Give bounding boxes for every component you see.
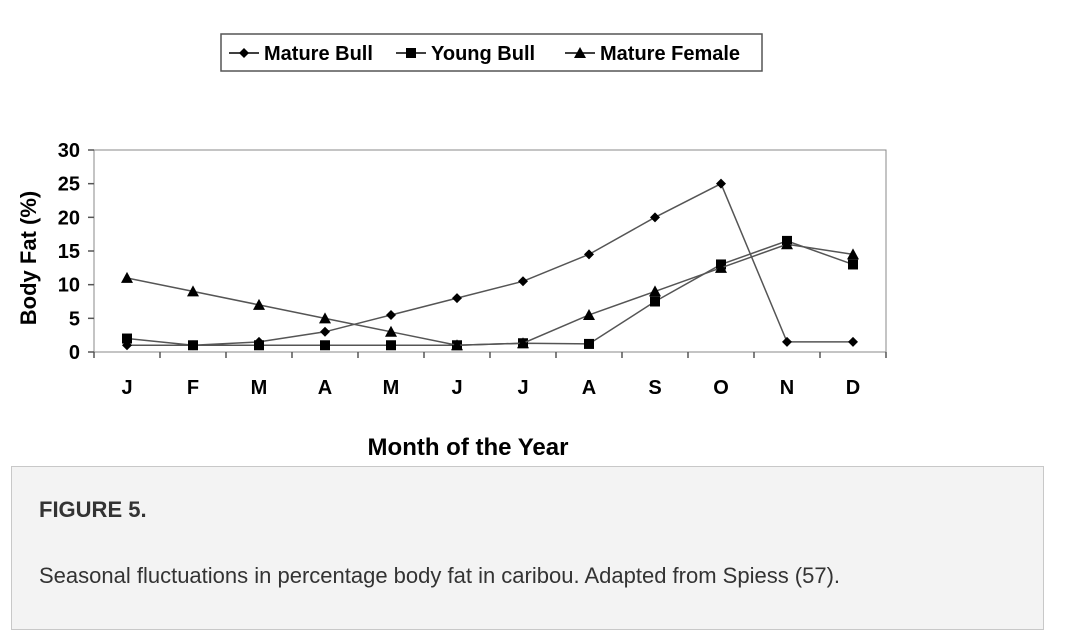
x-tick-label: J	[451, 377, 462, 399]
data-point-mature-female	[781, 238, 793, 250]
legend-label: Young Bull	[431, 43, 535, 65]
data-point-mature-female	[649, 285, 661, 297]
y-tick-label: 0	[69, 342, 80, 364]
data-point-mature-female	[187, 285, 199, 297]
y-tick-label: 30	[58, 140, 80, 162]
series-mature-female	[121, 238, 859, 351]
x-tick-label: M	[251, 377, 268, 399]
legend-box	[220, 33, 763, 72]
series-mature-bull	[122, 178, 858, 351]
x-tick-label: J	[517, 377, 528, 399]
data-point-mature-female	[319, 312, 331, 324]
x-tick-label: N	[780, 377, 794, 399]
legend-label: Mature Female	[600, 43, 740, 65]
y-axis-label: Body Fat (%)	[16, 191, 41, 325]
chart: Mature Bull Young Bull Mature Female 0 5 10 1…	[16, 33, 887, 461]
data-point-mature-bull	[386, 309, 396, 320]
legend-marker-mature-bull	[239, 48, 249, 58]
x-tick-label: A	[582, 377, 596, 399]
legend-marker-young-bull	[406, 48, 416, 58]
data-point-mature-bull	[518, 276, 528, 287]
data-point-mature-bull	[650, 212, 660, 223]
x-tick-label: A	[318, 377, 332, 399]
data-point-mature-female	[385, 325, 397, 337]
legend: Mature Bull Young Bull Mature Female	[220, 33, 763, 72]
y-tick-label: 20	[58, 207, 80, 229]
x-tick-label: J	[121, 377, 132, 399]
data-point-mature-bull	[782, 336, 792, 347]
y-tick-label: 5	[69, 308, 80, 330]
data-point-mature-female	[253, 298, 265, 310]
y-axis: 0 5 10 15 20 25 30	[58, 140, 94, 364]
data-point-mature-bull	[320, 326, 330, 337]
data-point-young-bull	[188, 340, 198, 351]
data-point-mature-bull	[848, 336, 858, 347]
data-point-young-bull	[122, 333, 132, 344]
series-line-mature-bull	[127, 182, 853, 347]
x-tick-label: D	[846, 377, 860, 399]
data-point-young-bull	[584, 338, 594, 349]
data-point-young-bull	[386, 340, 396, 351]
legend-item-mature-bull: Mature Bull	[229, 43, 373, 65]
data-point-young-bull	[848, 259, 858, 270]
legend-marker-mature-female	[574, 47, 586, 58]
x-tick-label: F	[187, 377, 199, 399]
data-point-mature-female	[121, 271, 133, 283]
x-tick-label: O	[713, 377, 729, 399]
x-tick-label: S	[648, 377, 661, 399]
data-point-mature-bull	[584, 249, 594, 260]
y-tick-label: 15	[58, 241, 80, 263]
data-point-mature-female	[517, 337, 529, 349]
x-axis-label: Month of the Year	[368, 434, 569, 461]
data-point-mature-female	[715, 261, 727, 273]
y-tick-label: 10	[58, 275, 80, 297]
caption-box: FIGURE 5. Seasonal fluctuations in perce…	[11, 466, 1044, 630]
figure-caption: Seasonal fluctuations in percentage body…	[39, 563, 841, 588]
data-point-mature-bull	[716, 178, 726, 189]
data-point-young-bull	[650, 296, 660, 307]
data-point-mature-female	[583, 308, 595, 320]
figure-title: FIGURE 5.	[39, 497, 147, 522]
y-tick-label: 25	[58, 174, 80, 196]
legend-item-mature-female: Mature Female	[565, 43, 740, 65]
plot-area	[93, 149, 887, 353]
data-point-mature-female	[451, 339, 463, 351]
legend-item-young-bull: Young Bull	[396, 43, 535, 65]
series-line-mature-female	[126, 243, 854, 347]
data-point-mature-female	[847, 248, 859, 260]
series-layer	[121, 178, 859, 351]
data-point-young-bull	[254, 340, 264, 351]
x-tick-label: M	[383, 377, 400, 399]
legend-label: Mature Bull	[264, 43, 373, 65]
data-point-mature-bull	[452, 293, 462, 304]
data-point-young-bull	[320, 340, 330, 351]
